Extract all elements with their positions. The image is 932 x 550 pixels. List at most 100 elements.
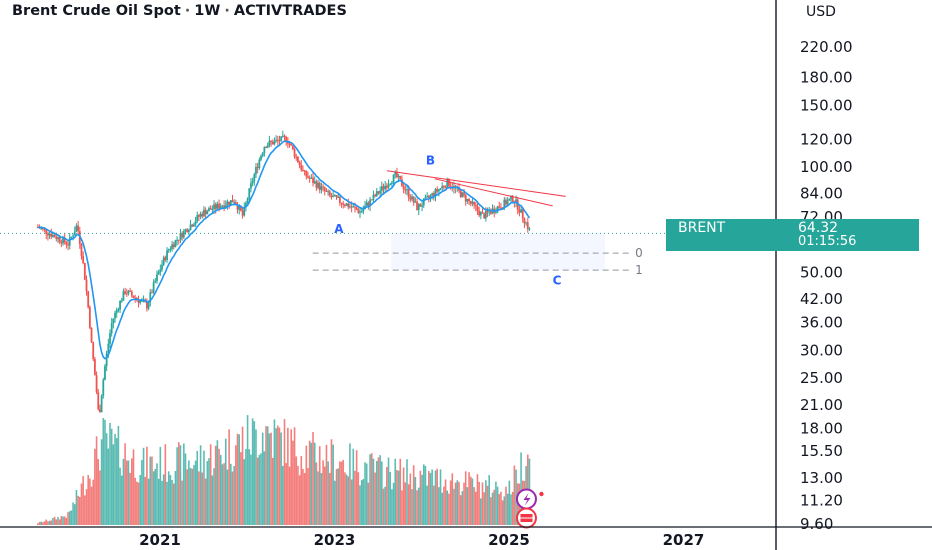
volume-bar: [218, 448, 220, 525]
price-tick-label: 100.00: [800, 158, 853, 176]
candle-body: [278, 140, 281, 142]
candle-body: [520, 209, 522, 213]
volume-bar: [256, 457, 259, 525]
candle-body: [377, 191, 380, 194]
volume-bar: [466, 487, 469, 525]
candle-body: [263, 146, 266, 153]
candle-body: [308, 177, 311, 179]
volume-bar: [151, 456, 153, 525]
volume-bar: [441, 492, 444, 525]
volume-bar: [235, 445, 237, 525]
volume-bar: [270, 432, 272, 525]
volume-bar: [102, 418, 105, 525]
trendline[interactable]: [434, 178, 553, 207]
volume-bar: [332, 444, 334, 525]
candle-body: [328, 191, 331, 196]
volume-bar: [310, 442, 313, 525]
candle-body: [208, 208, 210, 212]
candle-body: [342, 203, 345, 205]
volume-bar: [407, 484, 410, 525]
candle-body: [523, 218, 526, 224]
candle-body: [100, 395, 103, 413]
time-tick-label: 2027: [663, 531, 705, 549]
candle-body: [161, 264, 163, 270]
candle-body: [350, 206, 353, 208]
candle-body: [199, 213, 202, 217]
candle-body: [488, 211, 491, 213]
candle-body: [471, 201, 474, 204]
volume-bar: [275, 428, 277, 525]
volume-bar: [511, 491, 514, 525]
indicator-icons[interactable]: [515, 488, 544, 529]
candle-body: [169, 249, 172, 251]
candle-body: [382, 186, 385, 190]
wave-label-c[interactable]: C: [553, 273, 562, 287]
volume-bar: [271, 457, 274, 525]
candle-body: [421, 205, 423, 207]
volume-bar: [342, 459, 345, 525]
trendlines[interactable]: [386, 170, 566, 207]
candle-body: [285, 136, 288, 142]
volume-bar: [389, 471, 392, 525]
volume-bar: [53, 516, 56, 525]
volume-bar: [167, 471, 170, 525]
volume-bar: [496, 486, 499, 525]
wave-labels[interactable]: A B C: [334, 154, 561, 288]
candle-body: [424, 197, 427, 199]
candle-body: [389, 183, 392, 185]
interval-label[interactable]: 1W: [194, 3, 221, 19]
fib-levels[interactable]: 01: [312, 233, 643, 277]
candle-body: [283, 135, 286, 137]
candle-body: [82, 255, 85, 263]
volume-bar: [468, 472, 470, 525]
candle-body: [174, 240, 177, 247]
currency-label[interactable]: USD: [806, 4, 836, 20]
volume-bar: [292, 440, 294, 525]
volume-bar: [365, 463, 368, 525]
volume-bar: [327, 461, 329, 525]
wave-label-b[interactable]: B: [426, 154, 435, 168]
volume-bar: [137, 482, 140, 525]
volume-bar: [261, 432, 264, 525]
volume-bar: [55, 519, 58, 525]
candle-body: [511, 195, 514, 202]
volume-bar: [443, 486, 445, 525]
volume-bar: [82, 476, 84, 525]
price-tick-label: 84.00: [800, 185, 843, 203]
volume-bar: [419, 470, 422, 525]
volume-bar: [124, 443, 126, 525]
candle-body: [397, 175, 400, 178]
volume-bar: [375, 461, 378, 525]
trendline[interactable]: [386, 170, 566, 197]
volume-bar: [58, 519, 61, 525]
candle-body: [459, 190, 462, 197]
candle-body: [325, 190, 328, 192]
candle-body: [344, 204, 346, 206]
candle-body: [402, 186, 405, 190]
candle-body: [182, 230, 185, 238]
candle-body: [347, 203, 350, 208]
candle-body: [498, 206, 501, 208]
badge-price: 64.32: [798, 220, 839, 236]
candle-body: [322, 186, 324, 188]
candle-body: [286, 141, 289, 144]
volume-bar: [198, 471, 200, 525]
candle-body: [265, 146, 267, 148]
candle-body: [317, 182, 319, 188]
volume-bar: [334, 480, 336, 525]
candle-body: [93, 359, 96, 376]
candle-body: [411, 196, 413, 200]
volume-bar: [183, 443, 185, 525]
volume-bar: [253, 421, 256, 525]
volume-bar: [139, 475, 142, 525]
volume-bar: [132, 449, 135, 525]
price-tick-label: 36.00: [800, 314, 843, 332]
wave-label-a[interactable]: A: [334, 222, 344, 236]
volume-bar: [394, 458, 397, 525]
candle-body: [40, 228, 43, 230]
volume-bar: [250, 454, 252, 525]
volume-bar: [52, 518, 54, 525]
volume-bar: [115, 438, 118, 525]
